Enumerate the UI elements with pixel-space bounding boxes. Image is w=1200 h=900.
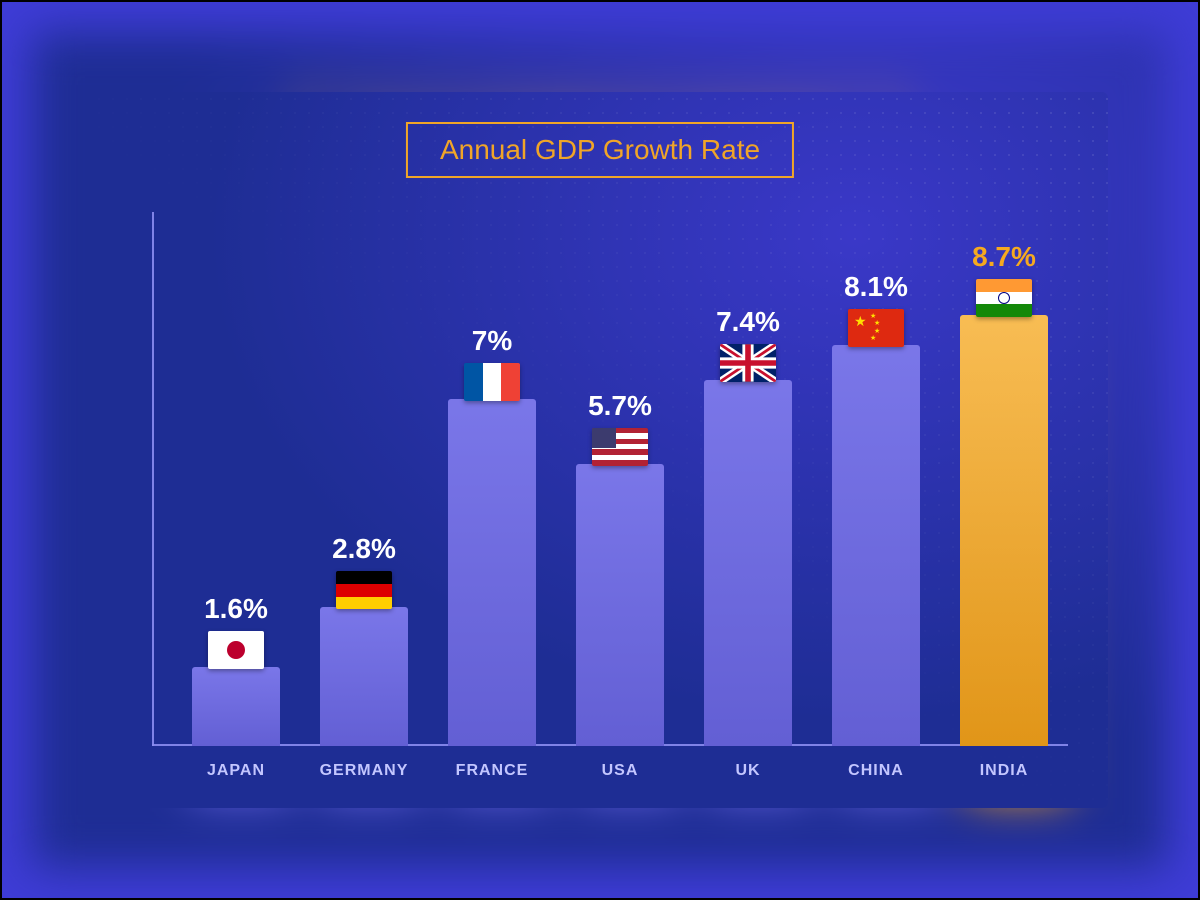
value-label: 8.7% — [972, 241, 1036, 273]
bar-uk: 7.4% UK — [693, 306, 803, 746]
category-label: FRANCE — [456, 762, 529, 780]
bar-chart: 1.6%JAPAN2.8% GERMANY7% FRANCE5.7%USA7.4… — [152, 212, 1068, 786]
value-label: 8.1% — [844, 271, 908, 303]
france-flag-icon — [464, 363, 520, 401]
bar-china: 8.1%★ ★ ★ ★ ★CHINA — [821, 271, 931, 746]
bar — [960, 315, 1048, 746]
bar — [832, 345, 920, 746]
value-label: 7% — [472, 325, 512, 357]
bar — [320, 607, 408, 746]
category-label: USA — [602, 762, 639, 780]
value-label: 5.7% — [588, 390, 652, 422]
value-label: 1.6% — [204, 593, 268, 625]
bar-india: 8.7% INDIA — [949, 241, 1059, 746]
bar — [704, 380, 792, 746]
india-flag-icon — [976, 279, 1032, 317]
germany-flag-icon — [336, 571, 392, 609]
value-label: 2.8% — [332, 533, 396, 565]
category-label: JAPAN — [207, 762, 265, 780]
value-label: 7.4% — [716, 306, 780, 338]
bar-france: 7% FRANCE — [437, 325, 547, 746]
bar-usa: 5.7%USA — [565, 390, 675, 746]
category-label: GERMANY — [320, 762, 409, 780]
uk-flag-icon — [720, 344, 776, 382]
japan-flag-icon — [208, 631, 264, 669]
y-axis — [152, 212, 154, 746]
bars-container: 1.6%JAPAN2.8% GERMANY7% FRANCE5.7%USA7.4… — [172, 212, 1068, 746]
category-label: INDIA — [980, 762, 1029, 780]
chart-panel: Annual GDP Growth Rate 1.6%JAPAN2.8% GER… — [92, 92, 1108, 808]
chart-title: Annual GDP Growth Rate — [406, 122, 794, 178]
bar-japan: 1.6%JAPAN — [181, 593, 291, 746]
bar — [576, 464, 664, 746]
bar-germany: 2.8% GERMANY — [309, 533, 419, 746]
usa-flag-icon — [592, 428, 648, 466]
bar — [192, 667, 280, 746]
china-flag-icon: ★ ★ ★ ★ ★ — [848, 309, 904, 347]
bar — [448, 399, 536, 746]
category-label: UK — [735, 762, 760, 780]
category-label: CHINA — [848, 762, 904, 780]
